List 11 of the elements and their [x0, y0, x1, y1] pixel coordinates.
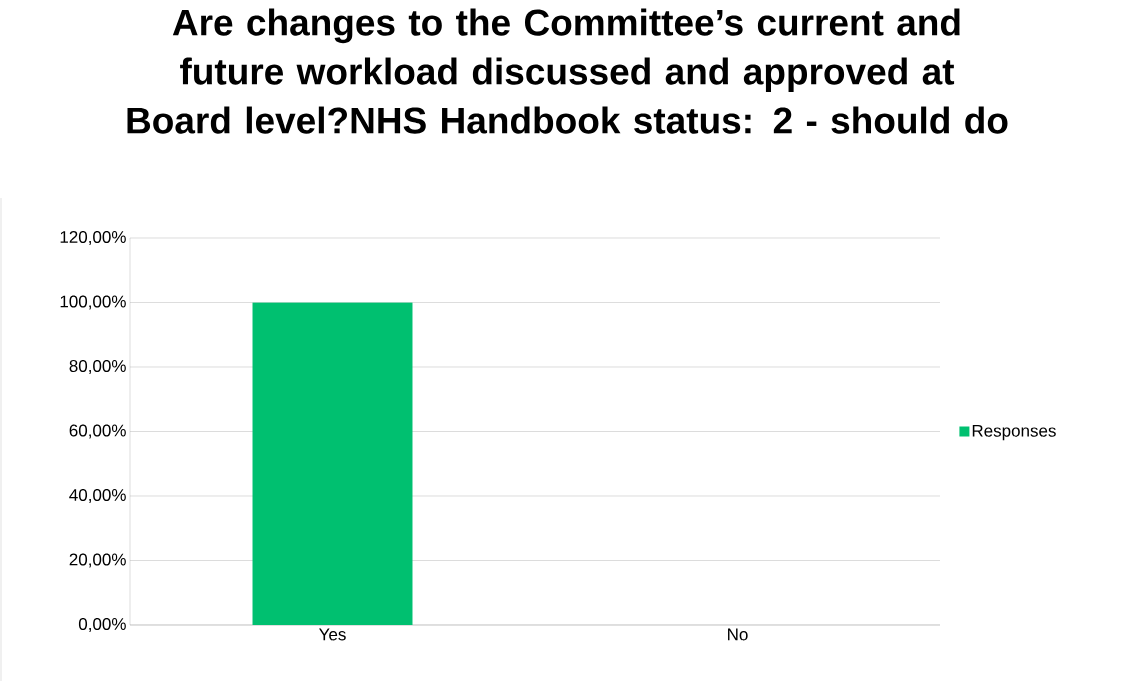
y-tick-label: 20,00% [69, 553, 126, 568]
legend-label: Responses [972, 424, 1056, 441]
x-tick-label: No [728, 628, 748, 641]
y-tick-label: 80,00% [69, 359, 126, 375]
x-tick-label: Yes [319, 628, 346, 641]
y-tick-label: 60,00% [69, 424, 126, 439]
y-tick-label: 0,00% [78, 617, 126, 633]
y-tick-label: 40,00% [69, 488, 126, 504]
chart-title: Are changes to the Committee’s current and future workload discussed and approved at Board level?NHS Handbook status: 2 - should do [127, 8, 1008, 134]
y-tick-label: 100,00% [60, 295, 126, 310]
y-tick-label: 120,00% [60, 230, 126, 246]
